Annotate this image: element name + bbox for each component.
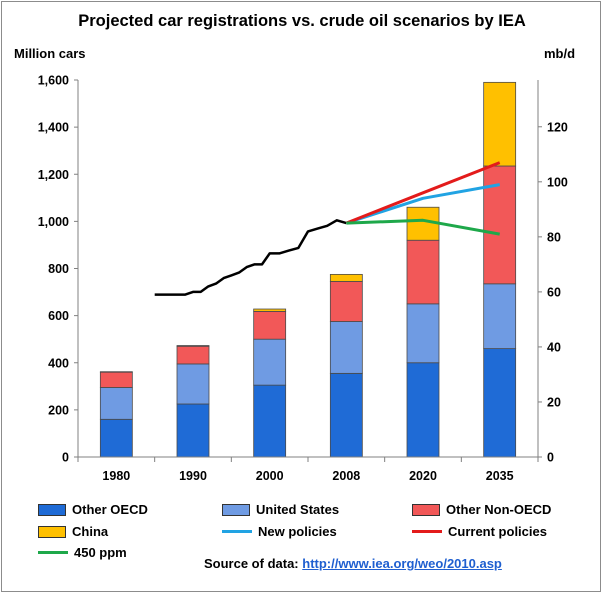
legend: Other OECD United States Other Non-OECD … bbox=[38, 502, 598, 562]
bar-other-oecd-2035 bbox=[483, 348, 517, 458]
bar-china-1990 bbox=[176, 345, 210, 347]
legend-label-other-oecd: Other OECD bbox=[72, 502, 148, 517]
line-new-policies bbox=[345, 183, 500, 225]
legend-item-other-non-oecd: Other Non-OECD bbox=[412, 502, 551, 517]
legend-item-450-ppm: 450 ppm bbox=[38, 545, 127, 560]
x-tick-label: 2020 bbox=[409, 469, 437, 483]
legend-label-current-policies: Current policies bbox=[448, 524, 547, 539]
legend-label-united-states: United States bbox=[256, 502, 340, 517]
x-tick-label: 2000 bbox=[256, 469, 284, 483]
left-tick-label: 0 bbox=[62, 451, 69, 465]
bar-other-oecd-1980 bbox=[99, 418, 133, 458]
x-tick-label: 1980 bbox=[102, 469, 130, 483]
legend-swatch-other-oecd bbox=[38, 503, 66, 516]
bar-other-non-oecd-1980 bbox=[99, 371, 133, 388]
right-tick-label: 120 bbox=[547, 120, 568, 134]
x-tick-label: 1990 bbox=[179, 469, 207, 483]
legend-swatch-450-ppm bbox=[38, 551, 68, 554]
legend-label-china: China bbox=[72, 524, 109, 539]
right-tick-label: 80 bbox=[547, 230, 561, 244]
legend-label-other-non-oecd: Other Non-OECD bbox=[446, 502, 552, 517]
bar-united-states-2035 bbox=[483, 283, 517, 350]
left-tick-label: 800 bbox=[48, 262, 69, 276]
right-tick-label: 0 bbox=[547, 451, 554, 465]
bar-other-oecd-2000 bbox=[253, 384, 287, 458]
bar-other-oecd-2008 bbox=[329, 372, 363, 458]
bar-other-non-oecd-2035 bbox=[483, 165, 517, 285]
legend-item-china: China bbox=[38, 524, 108, 539]
left-tick-label: 1,600 bbox=[38, 74, 69, 88]
bar-other-non-oecd-2020 bbox=[406, 239, 440, 305]
left-axis-title: Million cars bbox=[14, 46, 86, 61]
right-tick-label: 100 bbox=[547, 175, 568, 189]
bar-other-oecd-1990 bbox=[176, 403, 210, 458]
legend-label-new-policies: New policies bbox=[258, 524, 337, 539]
bar-other-non-oecd-2000 bbox=[253, 310, 287, 340]
left-tick-label: 600 bbox=[48, 309, 69, 323]
line-current-policies bbox=[345, 161, 501, 225]
right-axis-title: mb/d bbox=[544, 46, 576, 61]
bar-other-non-oecd-1990 bbox=[176, 345, 210, 365]
left-tick-label: 400 bbox=[48, 356, 69, 370]
source-note: Source of data: http://www.iea.org/weo/2… bbox=[204, 556, 502, 571]
left-tick-label: 1,400 bbox=[38, 121, 69, 135]
legend-swatch-china bbox=[38, 525, 66, 538]
left-tick-label: 1,000 bbox=[38, 215, 69, 229]
source-prefix: Source of data: bbox=[204, 556, 303, 571]
bar-china-2000 bbox=[253, 308, 287, 312]
legend-item-new-policies: New policies bbox=[222, 524, 337, 539]
left-tick-label: 1,200 bbox=[38, 168, 69, 182]
right-tick-label: 60 bbox=[547, 285, 561, 299]
chart-title: Projected car registrations vs. crude oi… bbox=[78, 12, 526, 30]
line-450-ppm bbox=[346, 218, 500, 236]
bar-china-2035 bbox=[483, 81, 517, 167]
bar-other-non-oecd-2008 bbox=[329, 281, 363, 322]
x-tick-label: 2035 bbox=[486, 469, 514, 483]
legend-swatch-united-states bbox=[222, 503, 250, 516]
left-tick-label: 200 bbox=[48, 403, 69, 417]
legend-swatch-current-policies bbox=[412, 530, 442, 533]
legend-swatch-other-non-oecd bbox=[412, 503, 440, 516]
bar-united-states-2020 bbox=[406, 303, 440, 364]
bar-united-states-1980 bbox=[99, 387, 133, 420]
source-link[interactable]: http://www.iea.org/weo/2010.asp bbox=[302, 556, 502, 571]
x-tick-label: 2008 bbox=[332, 469, 360, 483]
legend-item-united-states: United States bbox=[222, 502, 339, 517]
bar-united-states-2000 bbox=[253, 338, 287, 386]
bar-united-states-1990 bbox=[176, 363, 210, 405]
line-historical bbox=[154, 219, 347, 296]
bar-united-states-2008 bbox=[329, 321, 363, 374]
legend-swatch-new-policies bbox=[222, 530, 252, 533]
legend-item-other-oecd: Other OECD bbox=[38, 502, 148, 517]
legend-label-450-ppm: 450 ppm bbox=[74, 545, 127, 560]
legend-item-current-policies: Current policies bbox=[412, 524, 547, 539]
bar-china-2008 bbox=[329, 273, 363, 282]
bar-other-oecd-2020 bbox=[406, 362, 440, 458]
right-tick-label: 20 bbox=[547, 395, 561, 409]
right-tick-label: 40 bbox=[547, 340, 561, 354]
